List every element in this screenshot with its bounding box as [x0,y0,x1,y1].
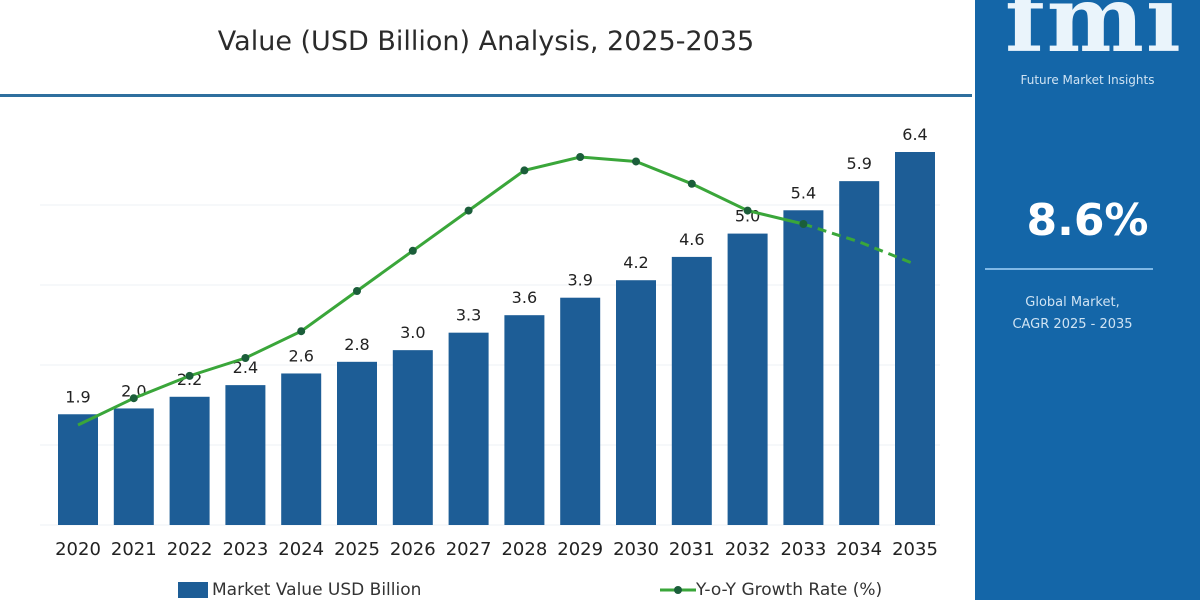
bar-2021 [113,408,154,525]
data-label-2030: 4.2 [623,253,648,272]
growth-point-2032 [743,206,752,215]
x-tick-2023: 2023 [222,539,268,560]
growth-point-2029 [576,153,585,161]
caption-line-2: CAGR 2025 - 2035 [1012,317,1133,332]
bar-2031 [671,256,712,525]
x-tick-2030: 2030 [613,539,659,560]
x-tick-2022: 2022 [167,539,213,560]
legend-line: Y-o-Y Growth Rate (%) [660,580,882,600]
x-tick-2028: 2028 [501,539,547,560]
bar-2025 [337,361,377,525]
legend-line-swatch [660,586,696,594]
data-label-2020: 1.9 [65,387,90,406]
bar-2032 [727,233,768,525]
bar-2030 [616,280,656,525]
x-tick-2031: 2031 [669,539,715,560]
legend-bar: Market Value USD Billion [178,580,421,600]
data-label-2031: 4.6 [679,230,704,249]
growth-point-2026 [408,246,417,255]
bar-line-chart: 1.920202.020212.220222.420232.620242.820… [40,125,940,560]
data-label-2026: 3.0 [400,323,425,342]
panel-divider [985,268,1153,270]
growth-point-2028 [520,166,529,175]
bar-2029 [560,297,601,525]
bar-2034 [839,181,880,525]
data-label-2033: 5.4 [791,183,816,202]
x-tick-2029: 2029 [557,539,603,560]
growth-line-dashed [802,222,916,266]
bar-2022 [169,396,210,525]
x-tick-2021: 2021 [111,539,157,560]
title-divider [0,94,972,97]
cagr-caption: Global Market, CAGR 2025 - 2035 [975,292,1170,336]
data-label-2023: 2.4 [233,358,258,377]
x-tick-2025: 2025 [334,539,380,560]
data-label-2028: 3.6 [512,288,537,307]
bar-2023 [225,385,266,525]
x-tick-2033: 2033 [780,539,826,560]
bar-2020 [58,414,98,525]
data-label-2029: 3.9 [567,271,592,290]
x-tick-2032: 2032 [725,539,771,560]
x-tick-2034: 2034 [836,539,882,560]
growth-point-2021 [129,394,138,403]
growth-point-2024 [297,327,306,336]
growth-line [77,155,804,427]
growth-point-2025 [353,287,361,295]
data-label-2024: 2.6 [288,346,313,365]
caption-line-1: Global Market, [1025,295,1120,310]
legend-line-label: Y-o-Y Growth Rate (%) [696,580,883,600]
legend-bar-swatch [178,582,208,598]
bar-2024 [281,373,322,525]
chart-subtitle: Value (USD Billion) Analysis, 2025-2035 [217,26,755,57]
data-label-2035: 6.4 [902,125,927,144]
data-label-2034: 5.9 [846,154,871,173]
data-label-2025: 2.8 [344,335,369,354]
growth-point-2033 [799,220,808,228]
legend-bar-label: Market Value USD Billion [212,580,422,600]
x-tick-2035: 2035 [892,539,938,560]
data-label-2027: 3.3 [456,306,481,325]
growth-point-2030 [632,157,640,166]
x-tick-2020: 2020 [55,539,101,560]
bar-2033 [783,210,824,525]
bar-2035 [895,152,935,525]
logo-caption: Future Market Insights [1020,73,1155,87]
cagr-value: 8.6% [1026,195,1149,246]
x-tick-2024: 2024 [278,539,324,560]
x-tick-2027: 2027 [446,539,492,560]
growth-point-2023 [241,354,250,362]
fmi-logo: fmi [1005,0,1183,73]
x-tick-2026: 2026 [390,539,436,560]
summary-panel: fmi Future Market Insights 8.6% Global M… [975,0,1200,600]
bar-2027 [448,332,489,525]
bar-2026 [392,350,433,525]
bar-2028 [504,315,545,525]
growth-point-2022 [185,371,194,380]
growth-point-2027 [464,206,473,215]
growth-point-2031 [687,179,696,188]
